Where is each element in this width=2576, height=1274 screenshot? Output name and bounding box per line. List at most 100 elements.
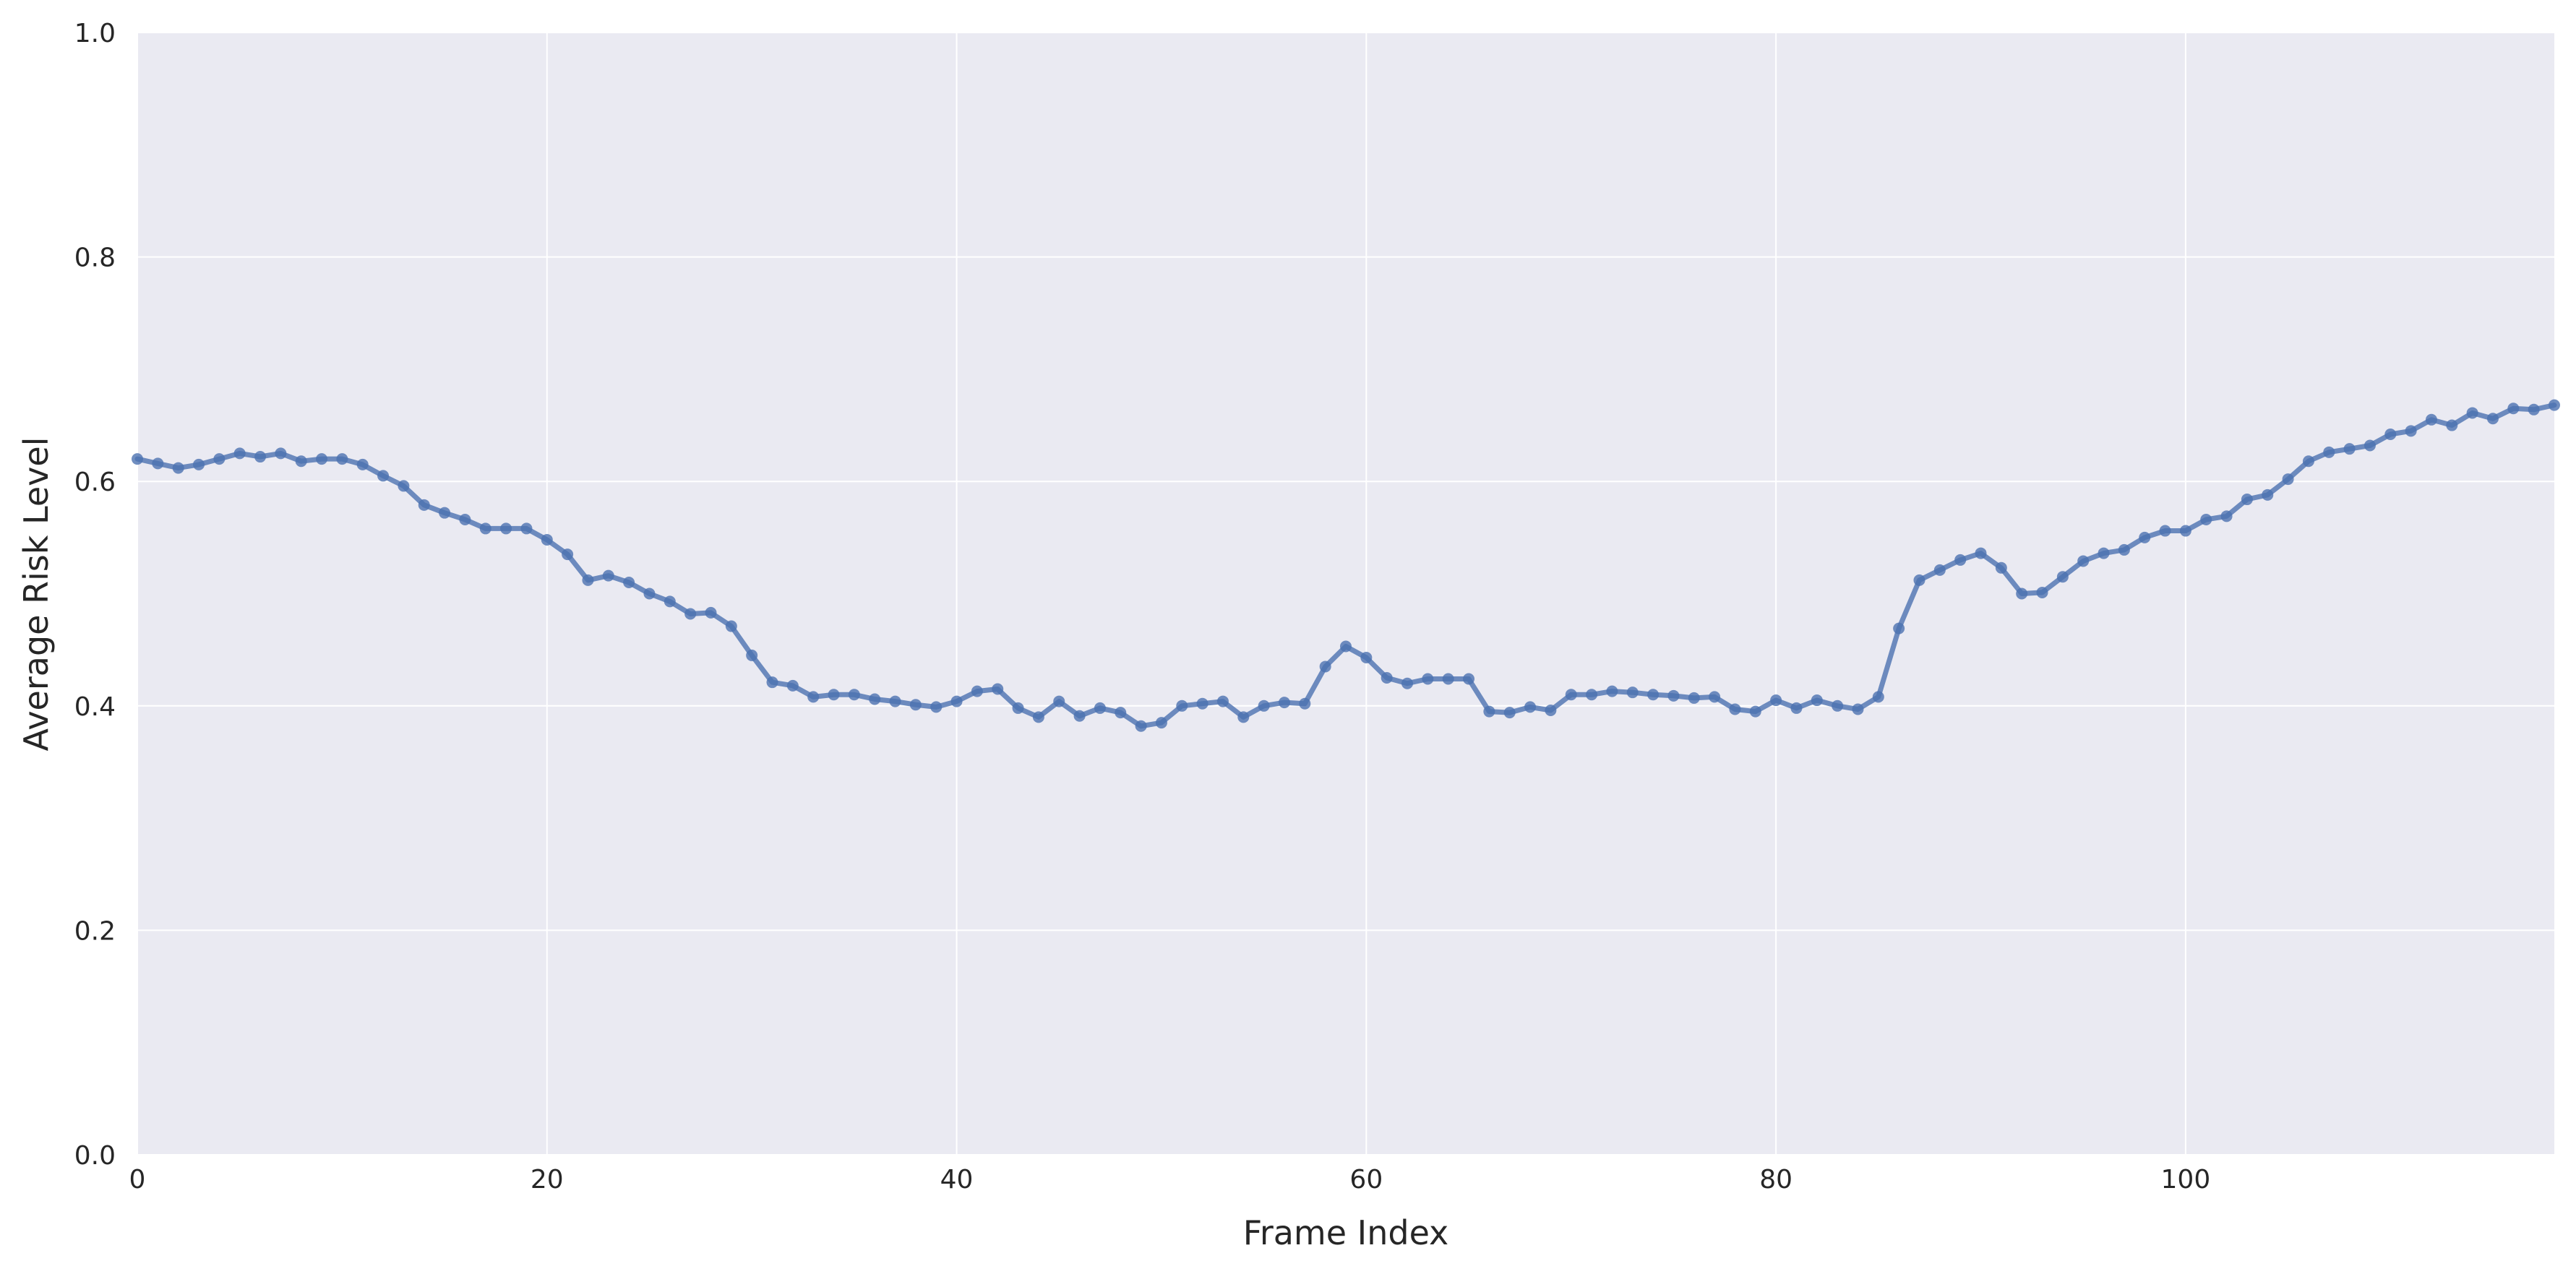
x-tick-label: 0 (129, 1165, 146, 1195)
data-point (1094, 702, 1106, 714)
data-point (295, 455, 307, 468)
data-point (1401, 677, 1414, 689)
data-point (2016, 587, 2028, 600)
data-point (439, 507, 451, 519)
data-point (1012, 702, 1024, 714)
data-point (2220, 510, 2233, 522)
data-point (1770, 694, 1782, 707)
y-tick-label: 0.4 (74, 692, 116, 722)
x-tick-label: 40 (940, 1165, 974, 1195)
data-point (1381, 671, 1393, 684)
data-point (1135, 720, 1147, 732)
data-point (233, 447, 246, 460)
y-tick-label: 0.2 (74, 916, 116, 946)
data-point (1729, 703, 1741, 715)
data-point (1216, 695, 1229, 707)
data-point (582, 574, 594, 586)
data-point (500, 522, 512, 535)
data-point (623, 576, 635, 588)
plot-background (137, 33, 2554, 1155)
data-point (2098, 547, 2110, 559)
data-point (1811, 694, 1823, 707)
data-point (2200, 514, 2212, 526)
data-point (398, 480, 410, 492)
data-point (1299, 697, 1311, 710)
data-point (2446, 419, 2458, 431)
data-point (2302, 455, 2314, 468)
data-point (828, 689, 840, 701)
data-point (1893, 622, 1905, 634)
data-point (1463, 673, 1475, 685)
data-point (602, 569, 614, 582)
data-point (1606, 685, 1618, 697)
data-point (132, 453, 143, 465)
data-point (2425, 413, 2437, 426)
data-point (336, 453, 348, 465)
data-point (2405, 425, 2417, 437)
data-point (2056, 571, 2069, 583)
data-point (2486, 413, 2499, 425)
series-layer (132, 399, 2560, 732)
data-point (1832, 700, 1844, 712)
data-point (971, 685, 983, 697)
data-point (213, 453, 226, 465)
data-point (2466, 407, 2478, 419)
data-point (1954, 554, 1967, 566)
data-point (2118, 543, 2130, 556)
data-point (1278, 697, 1290, 709)
data-point (1995, 561, 2007, 574)
data-point (1340, 640, 1352, 653)
data-point (316, 453, 328, 465)
data-point (1545, 705, 1557, 717)
x-tick-label: 100 (2161, 1165, 2211, 1195)
data-point (2323, 446, 2335, 458)
data-point (1667, 689, 1680, 702)
data-point (2282, 473, 2294, 486)
data-point (2159, 525, 2171, 537)
data-point (848, 689, 860, 701)
data-point (1913, 574, 1925, 586)
data-point (992, 683, 1004, 695)
data-point (1176, 700, 1188, 712)
data-point (1626, 687, 1639, 699)
grid (137, 32, 2554, 1155)
data-point (2507, 403, 2520, 415)
data-point (1032, 711, 1044, 723)
data-point (766, 676, 778, 689)
data-point (562, 548, 574, 561)
data-point (1852, 703, 1864, 715)
data-point (786, 679, 799, 692)
data-point (172, 462, 184, 474)
data-point (807, 691, 820, 703)
data-point (2241, 494, 2253, 506)
tick-labels: 0 20 40 60 80 100 0.0 0.2 0.4 0.6 0.8 1.0 (74, 19, 2211, 1195)
data-point (1483, 705, 1495, 718)
data-point (2343, 443, 2356, 455)
data-point (1790, 702, 1803, 714)
data-point (2036, 586, 2048, 598)
data-point (377, 470, 390, 482)
data-point (1053, 695, 1065, 707)
data-point (1258, 700, 1270, 712)
data-point (2364, 439, 2376, 452)
data-point (1196, 697, 1208, 710)
data-point (1565, 689, 1577, 701)
data-point (459, 514, 471, 526)
data-point (1933, 564, 1946, 576)
data-point (1524, 701, 1537, 713)
data-point (1586, 689, 1598, 701)
data-point (1073, 710, 1086, 722)
data-point (2528, 403, 2540, 416)
data-point (869, 693, 881, 705)
y-tick-label: 0.0 (74, 1141, 116, 1171)
data-point (950, 695, 963, 707)
data-point (909, 699, 922, 711)
data-point (1688, 692, 1700, 704)
data-point (479, 522, 491, 535)
y-axis-title: Average Risk Level (17, 437, 56, 752)
data-point (356, 458, 369, 470)
data-point (1237, 711, 1250, 723)
data-point (1709, 691, 1721, 703)
data-point (2179, 525, 2191, 537)
